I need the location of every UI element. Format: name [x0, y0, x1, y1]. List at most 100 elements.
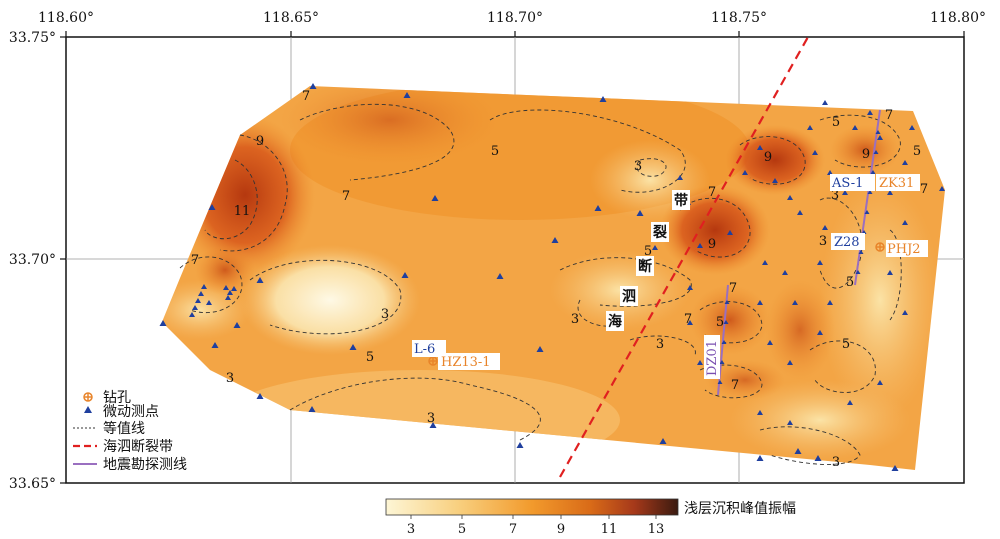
contour-label: 11: [234, 204, 251, 219]
station-marker: [787, 420, 793, 425]
station-marker: [724, 300, 730, 304]
isolines: [179, 103, 902, 465]
station-marker: [782, 270, 788, 275]
borehole-icon: [83, 392, 93, 402]
legend-label-seismic-line: 地震勘探测线: [103, 457, 187, 473]
fault-zone-char: 断: [638, 258, 652, 275]
station-marker: [401, 272, 409, 278]
contour-label: 5: [913, 144, 921, 159]
station-marker: [231, 286, 237, 291]
contour-label: 5: [846, 275, 854, 290]
legend-label-borehole: 钻孔: [103, 390, 131, 406]
station-marker: [233, 322, 241, 328]
contour-label: 7: [684, 312, 692, 327]
contour-label: 7: [729, 281, 737, 296]
station-marker: [887, 190, 893, 195]
contour-label: 3: [427, 411, 435, 426]
station-marker: [794, 448, 802, 454]
station-marker: [864, 210, 870, 214]
colorbar-tick-label: 9: [557, 522, 565, 537]
station-marker: [717, 380, 723, 384]
station-marker: [875, 130, 881, 134]
contour-label: 7: [920, 182, 928, 197]
station-marker: [742, 170, 748, 175]
station-marker: [902, 160, 908, 165]
station-marker: [309, 83, 317, 89]
station-marker: [792, 300, 798, 305]
contour-label: 5: [832, 115, 840, 130]
fault-zone-char: 裂: [652, 224, 667, 241]
contour-label: 9: [256, 134, 264, 149]
contour-label: 5: [366, 350, 374, 365]
micro-station-icon: [84, 406, 92, 413]
contour-label: 3: [831, 188, 839, 203]
station-marker: [817, 330, 823, 335]
x-tick-label: 118.60°: [38, 10, 94, 26]
seismic-line-markers: [717, 130, 881, 384]
station-marker: [842, 190, 848, 195]
legend: 钻孔 微动测点 等值线 海泗断裂带 地震勘探测线: [73, 390, 187, 473]
borehole-marker: [428, 356, 438, 366]
station-marker: [687, 285, 693, 290]
contour-label: 7: [708, 185, 716, 200]
colorbar-gradient: [385, 498, 679, 516]
station-marker: [902, 310, 908, 315]
station-marker: [431, 195, 439, 201]
borehole-marker: [875, 242, 885, 252]
y-tick-label: 33.75°: [9, 30, 56, 46]
station-marker: [308, 406, 316, 412]
station-label-hz13: HZ13-1: [441, 355, 491, 370]
x-tick-label: 118.80°: [930, 10, 986, 26]
contour-label: 3: [819, 234, 827, 249]
station-marker: [827, 170, 833, 175]
station-label-as1: AS-1: [831, 176, 863, 191]
station-marker: [677, 175, 683, 180]
station-marker: [636, 210, 644, 216]
contour-label: 7: [885, 108, 893, 123]
station-marker: [551, 237, 559, 243]
station-label-zk31: ZK31: [879, 176, 914, 191]
station-marker: [822, 100, 828, 105]
station-marker: [195, 298, 201, 303]
colorbar-title: 浅层沉积峰值振幅: [684, 501, 796, 517]
colorbar-tick-label: 3: [407, 522, 415, 537]
station-marker: [211, 342, 219, 348]
station-marker: [891, 465, 899, 471]
station-marker: [822, 225, 828, 230]
station-marker: [206, 300, 212, 305]
contour-label: 3: [381, 307, 389, 322]
station-marker: [858, 250, 864, 254]
station-marker: [812, 150, 818, 155]
station-marker: [721, 340, 727, 344]
station-marker: [757, 410, 763, 415]
station-marker: [349, 344, 357, 350]
contour-label-group: 7 9 11 7 7 9 5 3 7 9 5 9 7 5 7 3 3 5 3 7…: [191, 89, 928, 393]
contour-label: 9: [862, 147, 870, 162]
station-marker: [807, 125, 813, 130]
station-marker: [827, 300, 833, 305]
station-marker: [208, 204, 216, 210]
station-marker: [887, 270, 893, 275]
contour-label: 7: [731, 378, 739, 393]
station-marker: [496, 273, 504, 279]
contour-label: 5: [644, 244, 652, 259]
station-marker: [877, 135, 883, 140]
station-marker: [536, 346, 544, 352]
station-marker: [192, 305, 198, 310]
station-marker: [227, 290, 233, 295]
station-marker: [762, 260, 768, 265]
station-marker: [189, 312, 195, 317]
contour-label: 3: [832, 455, 840, 470]
station-marker: [756, 455, 764, 461]
y-tick-label: 33.70°: [9, 252, 56, 268]
station-marker: [727, 230, 733, 235]
station-marker: [817, 260, 823, 265]
station-marker: [939, 186, 945, 191]
station-marker: [159, 320, 167, 326]
station-marker: [697, 243, 703, 248]
micro-station-markers: [159, 83, 899, 471]
station-marker: [877, 380, 883, 385]
station-marker: [697, 360, 703, 365]
station-marker: [847, 400, 853, 405]
station-marker: [652, 245, 658, 250]
